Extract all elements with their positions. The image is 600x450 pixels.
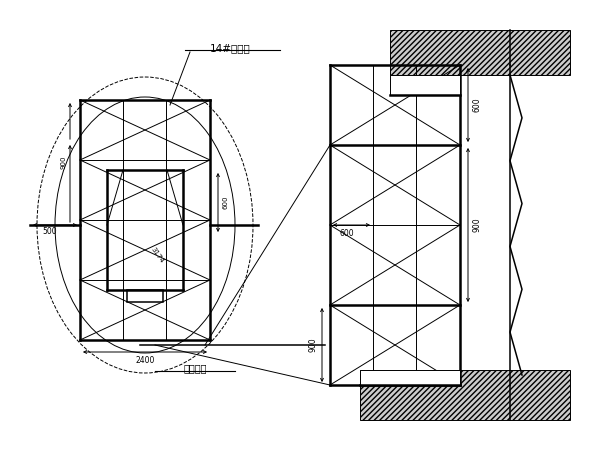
Bar <box>360 370 460 385</box>
Text: 14#工字钐: 14#工字钐 <box>209 43 250 53</box>
Text: 3174: 3174 <box>150 246 165 264</box>
Bar <box>390 75 460 95</box>
Text: 600: 600 <box>340 229 355 238</box>
Bar <box>360 370 570 420</box>
Text: 500: 500 <box>43 227 58 236</box>
Text: 2400: 2400 <box>136 356 155 365</box>
Text: 洞门衬板: 洞门衬板 <box>183 363 207 373</box>
Text: 900: 900 <box>472 218 481 232</box>
Text: 900: 900 <box>60 155 66 169</box>
Text: 600: 600 <box>472 98 481 112</box>
Text: 900: 900 <box>309 338 318 352</box>
Bar <box>390 30 570 75</box>
Bar <box>127 290 163 302</box>
Text: 600: 600 <box>222 195 228 209</box>
